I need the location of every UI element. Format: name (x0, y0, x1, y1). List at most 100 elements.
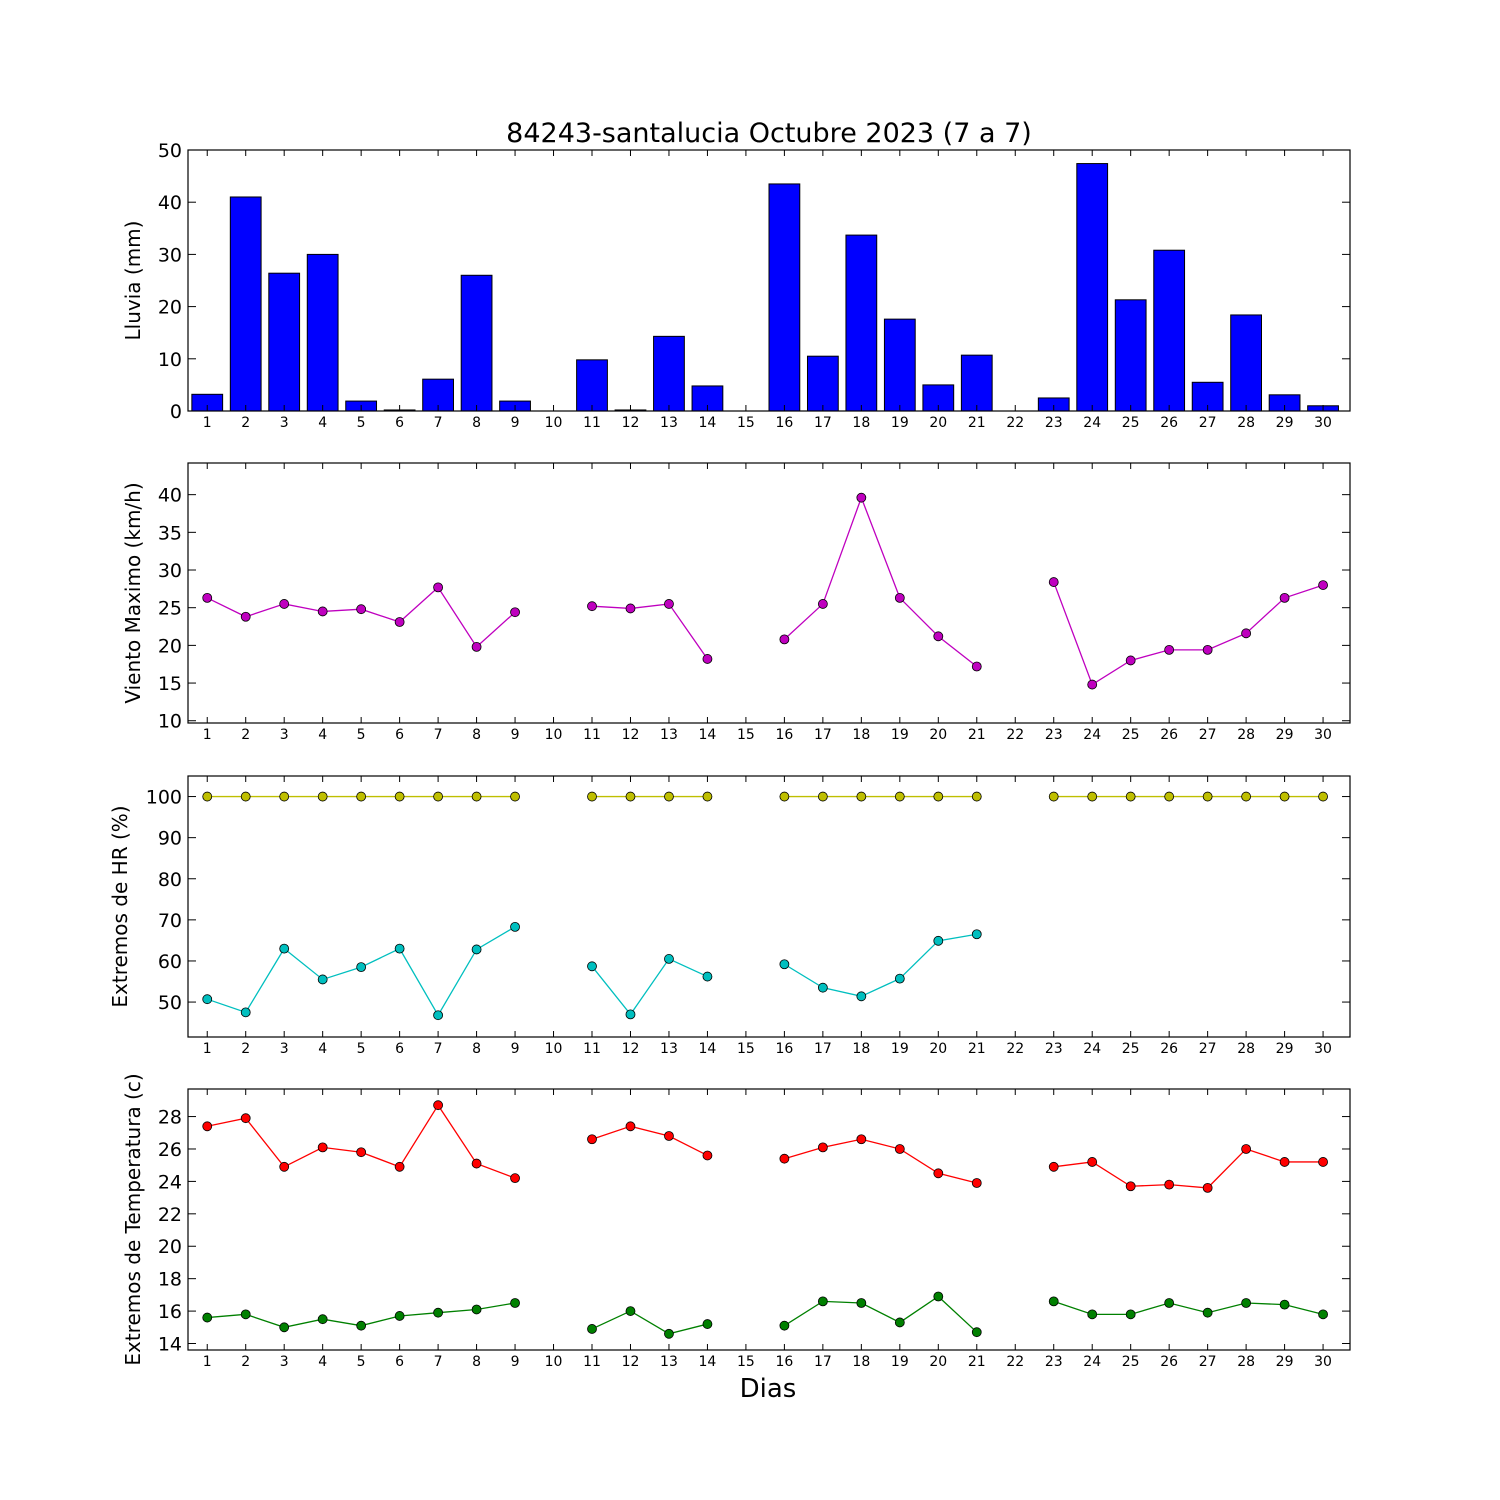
data-point-day-13 (664, 1328, 674, 1339)
x-tick-label: 6 (395, 415, 404, 431)
data-point-day-12 (625, 1121, 636, 1132)
x-tick-label: 12 (622, 1041, 640, 1057)
rain-bar-day-21 (960, 354, 993, 412)
plot-frame (187, 149, 1351, 412)
x-tick-label: 5 (357, 415, 366, 431)
rain-bar-day-11 (576, 359, 608, 412)
x-tick-label: 16 (775, 415, 793, 431)
data-point-day-7 (433, 582, 444, 593)
plot-frame (187, 1088, 1351, 1351)
data-point-day-12 (625, 603, 636, 614)
rain-bar-day-26 (1153, 249, 1186, 412)
y-tick-label: 60 (158, 951, 182, 973)
x-tick-label: 3 (280, 415, 289, 431)
plot-frame (187, 775, 1351, 1038)
x-tick-label: 18 (852, 1041, 870, 1057)
data-point-day-12 (625, 1306, 636, 1316)
x-tick-label: 18 (852, 1354, 870, 1370)
x-tick-label: 10 (545, 415, 563, 431)
series-line-segment (1053, 581, 1324, 686)
x-tick-label: 1 (203, 1354, 212, 1370)
x-tick-label: 9 (511, 415, 520, 431)
series-line-segment (784, 933, 977, 997)
x-tick-label: 13 (660, 415, 678, 431)
x-tick-label: 8 (472, 415, 481, 431)
y-tick-label: 10 (158, 349, 182, 371)
data-point-day-23 (1048, 791, 1059, 802)
data-point-day-25 (1125, 655, 1136, 666)
x-tick-label: 4 (318, 727, 327, 743)
x-tick-label: 29 (1276, 1041, 1294, 1057)
x-tick-label: 28 (1237, 415, 1255, 431)
series-line-segment (591, 1125, 708, 1157)
plot-frame (187, 462, 1351, 724)
data-point-day-2 (240, 1007, 251, 1018)
x-tick-label: 21 (968, 415, 986, 431)
data-point-day-4 (317, 791, 328, 802)
data-point-day-19 (894, 1144, 905, 1154)
x-tick-label: 20 (929, 727, 947, 743)
rain-bar-day-28 (1230, 314, 1262, 412)
data-point-day-13 (664, 954, 674, 964)
x-tick-label: 7 (434, 1041, 443, 1057)
x-tick-label: 5 (357, 1354, 366, 1370)
x-tick-label: 17 (814, 727, 832, 743)
data-point-day-20 (933, 1168, 944, 1179)
data-point-day-4 (317, 1314, 328, 1325)
rain-bar-day-4 (306, 253, 339, 412)
data-point-day-3 (279, 1161, 290, 1172)
x-tick-label: 29 (1276, 1354, 1294, 1370)
data-point-day-26 (1164, 1179, 1175, 1190)
data-point-day-1 (202, 994, 213, 1005)
y-tick-label: 30 (158, 560, 182, 582)
data-point-day-2 (240, 791, 251, 802)
y-tick-label: 25 (158, 598, 182, 620)
x-tick-label: 3 (280, 1041, 289, 1057)
rain-bar-day-16 (768, 183, 801, 412)
y-axis-label: Extremos de HR (%) (108, 805, 132, 1007)
data-point-day-29 (1279, 1157, 1290, 1167)
data-point-day-1 (202, 1121, 213, 1132)
y-tick-label: 28 (158, 1107, 182, 1129)
data-point-day-19 (894, 973, 905, 984)
series-3-1 (202, 791, 1328, 802)
y-tick-label: 26 (158, 1139, 182, 1161)
x-tick-label: 30 (1314, 415, 1332, 431)
data-point-day-29 (1279, 1299, 1290, 1310)
x-tick-label: 15 (737, 727, 755, 743)
y-tick-label: 40 (158, 485, 182, 507)
series-line-segment (1053, 1148, 1324, 1189)
x-tick-label: 19 (891, 1041, 909, 1057)
x-tick-label: 16 (775, 1041, 793, 1057)
rain-bar-day-13 (653, 335, 685, 412)
x-tick-label: 16 (775, 1354, 793, 1370)
x-tick-label: 2 (241, 415, 250, 431)
y-tick-label: 40 (158, 192, 182, 214)
data-point-day-16 (779, 634, 790, 645)
series-4-1 (202, 1100, 1328, 1193)
rain-bar-day-25 (1114, 299, 1147, 412)
data-point-day-11 (587, 1324, 597, 1334)
data-point-day-28 (1241, 1144, 1252, 1154)
data-point-day-4 (317, 974, 328, 985)
data-point-day-27 (1202, 1307, 1213, 1318)
x-tick-label: 30 (1314, 727, 1332, 743)
data-point-day-17 (817, 1296, 828, 1307)
data-point-day-25 (1125, 791, 1136, 802)
x-tick-label: 3 (280, 1354, 289, 1370)
data-point-day-5 (356, 604, 367, 615)
data-point-day-17 (817, 1142, 828, 1153)
y-tick-label: 90 (158, 828, 182, 850)
x-tick-label: 17 (814, 1041, 832, 1057)
data-point-day-8 (471, 1304, 482, 1315)
x-tick-label: 17 (814, 415, 832, 431)
data-point-day-2 (240, 611, 251, 622)
x-tick-label: 20 (929, 1354, 947, 1370)
x-tick-label: 1 (203, 727, 212, 743)
x-tick-label: 4 (318, 1041, 327, 1057)
x-tick-label: 11 (583, 415, 601, 431)
x-tick-label: 25 (1122, 1354, 1140, 1370)
data-point-day-4 (317, 606, 328, 617)
y-tick-label: 22 (158, 1204, 182, 1226)
